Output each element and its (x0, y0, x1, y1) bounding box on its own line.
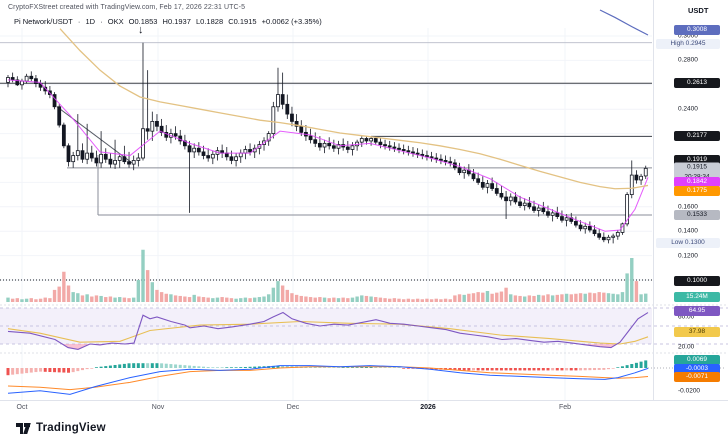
axis-badge-volume-value: 15.24M (674, 292, 720, 302)
axis-badge-level-0-2177: 0.2177 (674, 131, 720, 141)
price-axis-tick: 0.3000 (678, 32, 698, 40)
time-axis-border (0, 400, 728, 401)
session-low-label: Low 0.1300 (656, 238, 720, 248)
price-axis-tick: 20.00 (678, 343, 695, 351)
axis-badge-ma-slow-value: 0.1775 (674, 186, 720, 196)
rsi-line (7, 311, 649, 350)
axis-badge-macd-signal-value: -0.0071 (674, 372, 720, 382)
macd-line (7, 365, 649, 395)
rsi-band (0, 307, 728, 345)
macd-histogram (6, 360, 726, 376)
tradingview-logo-text: TradingView (36, 422, 106, 434)
time-axis-label-feb: Feb (558, 404, 572, 411)
chart-attribution: CryptoFXStreet created with TradingView.… (8, 4, 246, 11)
ma-fast-line (7, 79, 649, 232)
macd-signal-line (7, 366, 649, 391)
ma-long-line (599, 9, 649, 36)
time-axis-label-2026: 2026 (420, 404, 436, 411)
ma-long-line (599, 9, 649, 36)
timeframe[interactable]: 1D (85, 17, 96, 26)
axis-badge-level-0-1919: 0.1919 (674, 155, 720, 165)
ohlc-close: C0.1915 (228, 17, 257, 26)
time-axis-label-oct: Oct (16, 404, 28, 411)
axis-badge-last-price-countdown: 0.191520:28:34 (674, 162, 720, 182)
tradingview-logo[interactable]: TradingView (16, 422, 106, 434)
macd-line (7, 365, 649, 395)
price-axis-tick: 0.1200 (678, 252, 698, 260)
rsi-oversold-fill (62, 344, 617, 350)
time-axis-label-dec: Dec (286, 404, 300, 411)
macd-signal-line (7, 366, 649, 391)
rsi-ma-line (7, 320, 649, 345)
axis-badge-level-0-1533: 0.1533 (674, 210, 720, 220)
axis-badge-rsi-value: 64.95 (674, 306, 720, 316)
rsi-line (7, 311, 649, 350)
ma-slow-line (59, 28, 649, 190)
time-axis-label-nov: Nov (151, 404, 165, 411)
symbol-info-bar: Pi Network/USDT · 1D · OKX O0.1853 H0.19… (14, 17, 325, 26)
ohlc-high: H0.1937 (162, 17, 191, 26)
price-axis-tick: 0.2800 (678, 56, 698, 64)
axis-badge-ma-long-value: 0.3008 (674, 25, 720, 35)
price-levels (0, 42, 652, 281)
price-axis-tick: 0.1400 (678, 227, 698, 235)
price-axis-tick: -0.0200 (678, 387, 701, 395)
axis-badge-macd-hist-value: 0.0069 (674, 355, 720, 365)
volume-layer (6, 249, 648, 302)
axis-badge-rsi-ma-value: 37.98 (674, 327, 720, 337)
price-change: +0.0062 (+3.35%) (261, 17, 322, 26)
separator-dot: · (77, 17, 81, 26)
separator-dot: · (100, 17, 103, 26)
price-axis-border (653, 0, 654, 400)
price-axis-tick: 60.00 (678, 313, 695, 321)
axis-badge-macd-line-value: -0.0003 (674, 364, 720, 374)
rsi-ma-line (7, 320, 649, 345)
pane-separators (0, 304, 728, 354)
price-axis-tick: 0.1600 (678, 203, 698, 211)
price-axis-tick: 0.2400 (678, 105, 698, 113)
axis-badge-ma-fast-value: 0.1842 (674, 177, 720, 187)
axis-badge-level-0-1000: 0.1000 (674, 276, 720, 286)
exchange-name: OKX (107, 17, 124, 26)
ma-fast-line (7, 79, 649, 232)
ohlc-open: O0.1853 (128, 17, 158, 26)
symbol-name[interactable]: Pi Network/USDT (14, 17, 73, 26)
ma-slow-line (59, 28, 649, 190)
down-arrow-marker: ↓ (138, 24, 144, 36)
session-high-label: High 0.2945 (656, 39, 720, 49)
axis-badge-level-0-2613: 0.2613 (674, 78, 720, 88)
quote-currency-label: USDT (688, 6, 709, 15)
ohlc-low: L0.1828 (196, 17, 224, 26)
tradingview-logo-icon (16, 422, 31, 434)
